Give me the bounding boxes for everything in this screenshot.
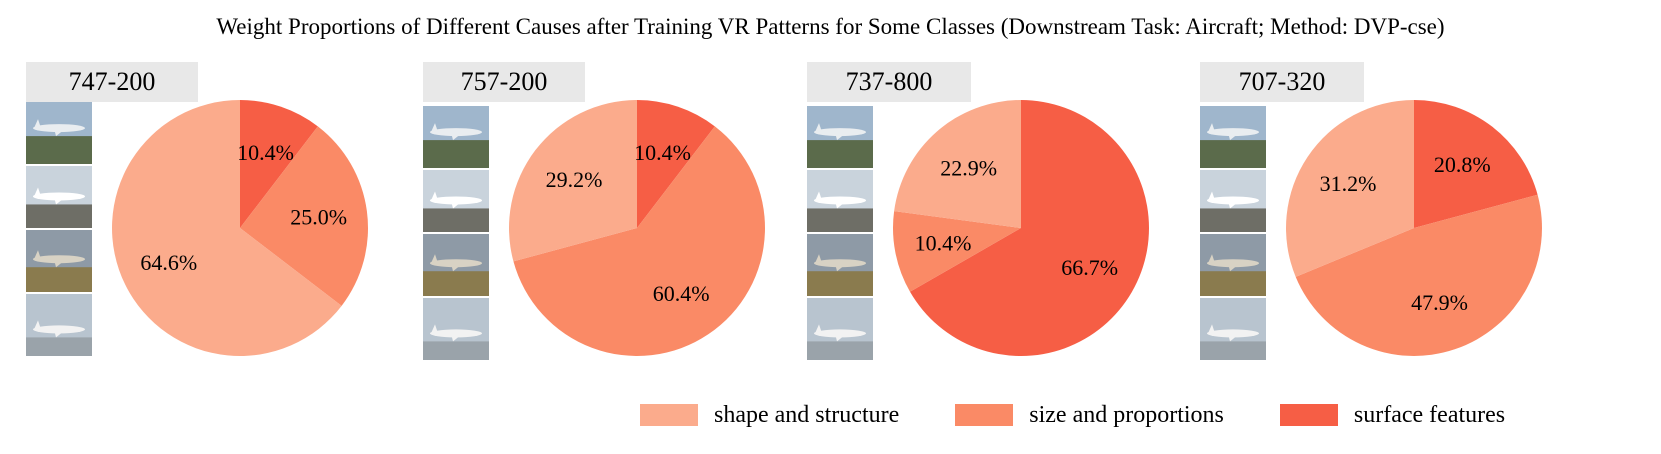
pie-label: 31.2%	[1320, 171, 1377, 196]
panel-747-200: 747-200 10.4% 25.0% 64.6%	[26, 62, 426, 392]
aircraft-photo	[423, 234, 489, 296]
pie-label: 25.0%	[290, 205, 347, 230]
legend-swatch	[640, 404, 698, 426]
aircraft-thumbnail	[26, 166, 92, 228]
pie-chart: 20.8% 47.9% 31.2%	[1286, 100, 1542, 356]
aircraft-photo	[423, 170, 489, 232]
pie-label: 20.8%	[1434, 152, 1491, 177]
aircraft-thumbnail	[423, 106, 489, 168]
legend-swatch	[1279, 404, 1338, 426]
figure-title: Weight Proportions of Different Causes a…	[216, 14, 1445, 39]
aircraft-photo	[1200, 170, 1266, 232]
aircraft-thumbnail	[1200, 298, 1266, 360]
aircraft-photo	[807, 234, 873, 296]
pie-label: 64.6%	[140, 250, 197, 275]
panel-757-200: 757-200 10.4% 60.4% 29.2%	[423, 62, 823, 392]
aircraft-photo	[807, 106, 873, 168]
aircraft-thumbnail	[26, 102, 92, 164]
pie-slice-surface-features	[240, 100, 318, 228]
pie-label: 66.7%	[1061, 255, 1118, 280]
aircraft-thumbnail	[1200, 170, 1266, 232]
pie-slice-shape-and-structure	[1286, 100, 1414, 277]
pie-slice-shape-and-structure	[894, 100, 1021, 228]
legend-label: size and proportions	[1029, 401, 1224, 428]
aircraft-thumbnail	[807, 234, 873, 296]
panel-707-320: 707-320 20.8% 47.9% 31.2%	[1200, 62, 1600, 392]
aircraft-thumbnail	[1200, 106, 1266, 168]
aircraft-photo	[26, 294, 92, 356]
aircraft-photo	[1200, 234, 1266, 296]
pie-label: 47.9%	[1411, 290, 1468, 315]
pie-slice-size-and-proportions	[1295, 194, 1542, 356]
pie-slice-size-and-proportions	[892, 211, 1021, 292]
pie-slice-surface-features	[910, 100, 1149, 356]
pie-label: 29.2%	[546, 167, 603, 192]
pie-slice-shape-and-structure	[508, 100, 637, 262]
aircraft-thumbnail	[423, 170, 489, 232]
aircraft-photo	[26, 230, 92, 292]
legend-swatch	[955, 404, 1014, 426]
aircraft-thumbnail	[807, 298, 873, 360]
panel-737-800: 737-800 66.7% 10.4% 22.9%	[807, 62, 1207, 392]
pie-chart: 66.7% 10.4% 22.9%	[892, 100, 1149, 356]
aircraft-photo	[807, 298, 873, 360]
pie-slice-size-and-proportions	[240, 126, 369, 306]
pie-label: 10.4%	[237, 140, 294, 165]
aircraft-thumbnail	[807, 170, 873, 232]
pie-slice-size-and-proportions	[513, 126, 765, 356]
aircraft-thumbnail	[26, 230, 92, 292]
class-label: 747-200	[26, 62, 198, 102]
legend-label: shape and structure	[714, 401, 900, 428]
pie-label: 10.4%	[915, 230, 972, 255]
pie-slice-surface-features	[637, 100, 715, 228]
aircraft-thumbnail	[807, 106, 873, 168]
legend-item-surface: surface features	[1279, 401, 1506, 429]
aircraft-thumbnail	[423, 234, 489, 296]
class-label: 707-320	[1200, 62, 1364, 102]
aircraft-thumbnail	[423, 298, 489, 360]
pie-slice-surface-features	[1414, 100, 1538, 228]
legend-item-shape: shape and structure	[640, 402, 899, 429]
aircraft-photo	[1200, 106, 1266, 168]
pie-label: 10.4%	[634, 140, 691, 165]
legend-label: surface features	[1353, 401, 1506, 428]
pie-label: 22.9%	[940, 155, 997, 180]
aircraft-thumbnail	[1200, 234, 1266, 296]
pie-chart: 10.4% 25.0% 64.6%	[112, 100, 369, 356]
aircraft-thumbnail	[26, 294, 92, 356]
aircraft-photo	[423, 298, 489, 360]
aircraft-photo	[26, 166, 92, 228]
legend-item-size: size and proportions	[955, 402, 1224, 429]
pie-slice-shape-and-structure	[112, 100, 342, 356]
aircraft-photo	[1200, 298, 1266, 360]
pie-chart: 10.4% 60.4% 29.2%	[508, 100, 765, 356]
pie-label: 60.4%	[653, 281, 710, 306]
aircraft-photo	[807, 170, 873, 232]
legend: shape and structure size and proportions…	[640, 398, 1505, 432]
aircraft-photo	[423, 106, 489, 168]
aircraft-photo	[26, 102, 92, 164]
class-label: 757-200	[423, 62, 585, 102]
class-label: 737-800	[807, 62, 971, 102]
